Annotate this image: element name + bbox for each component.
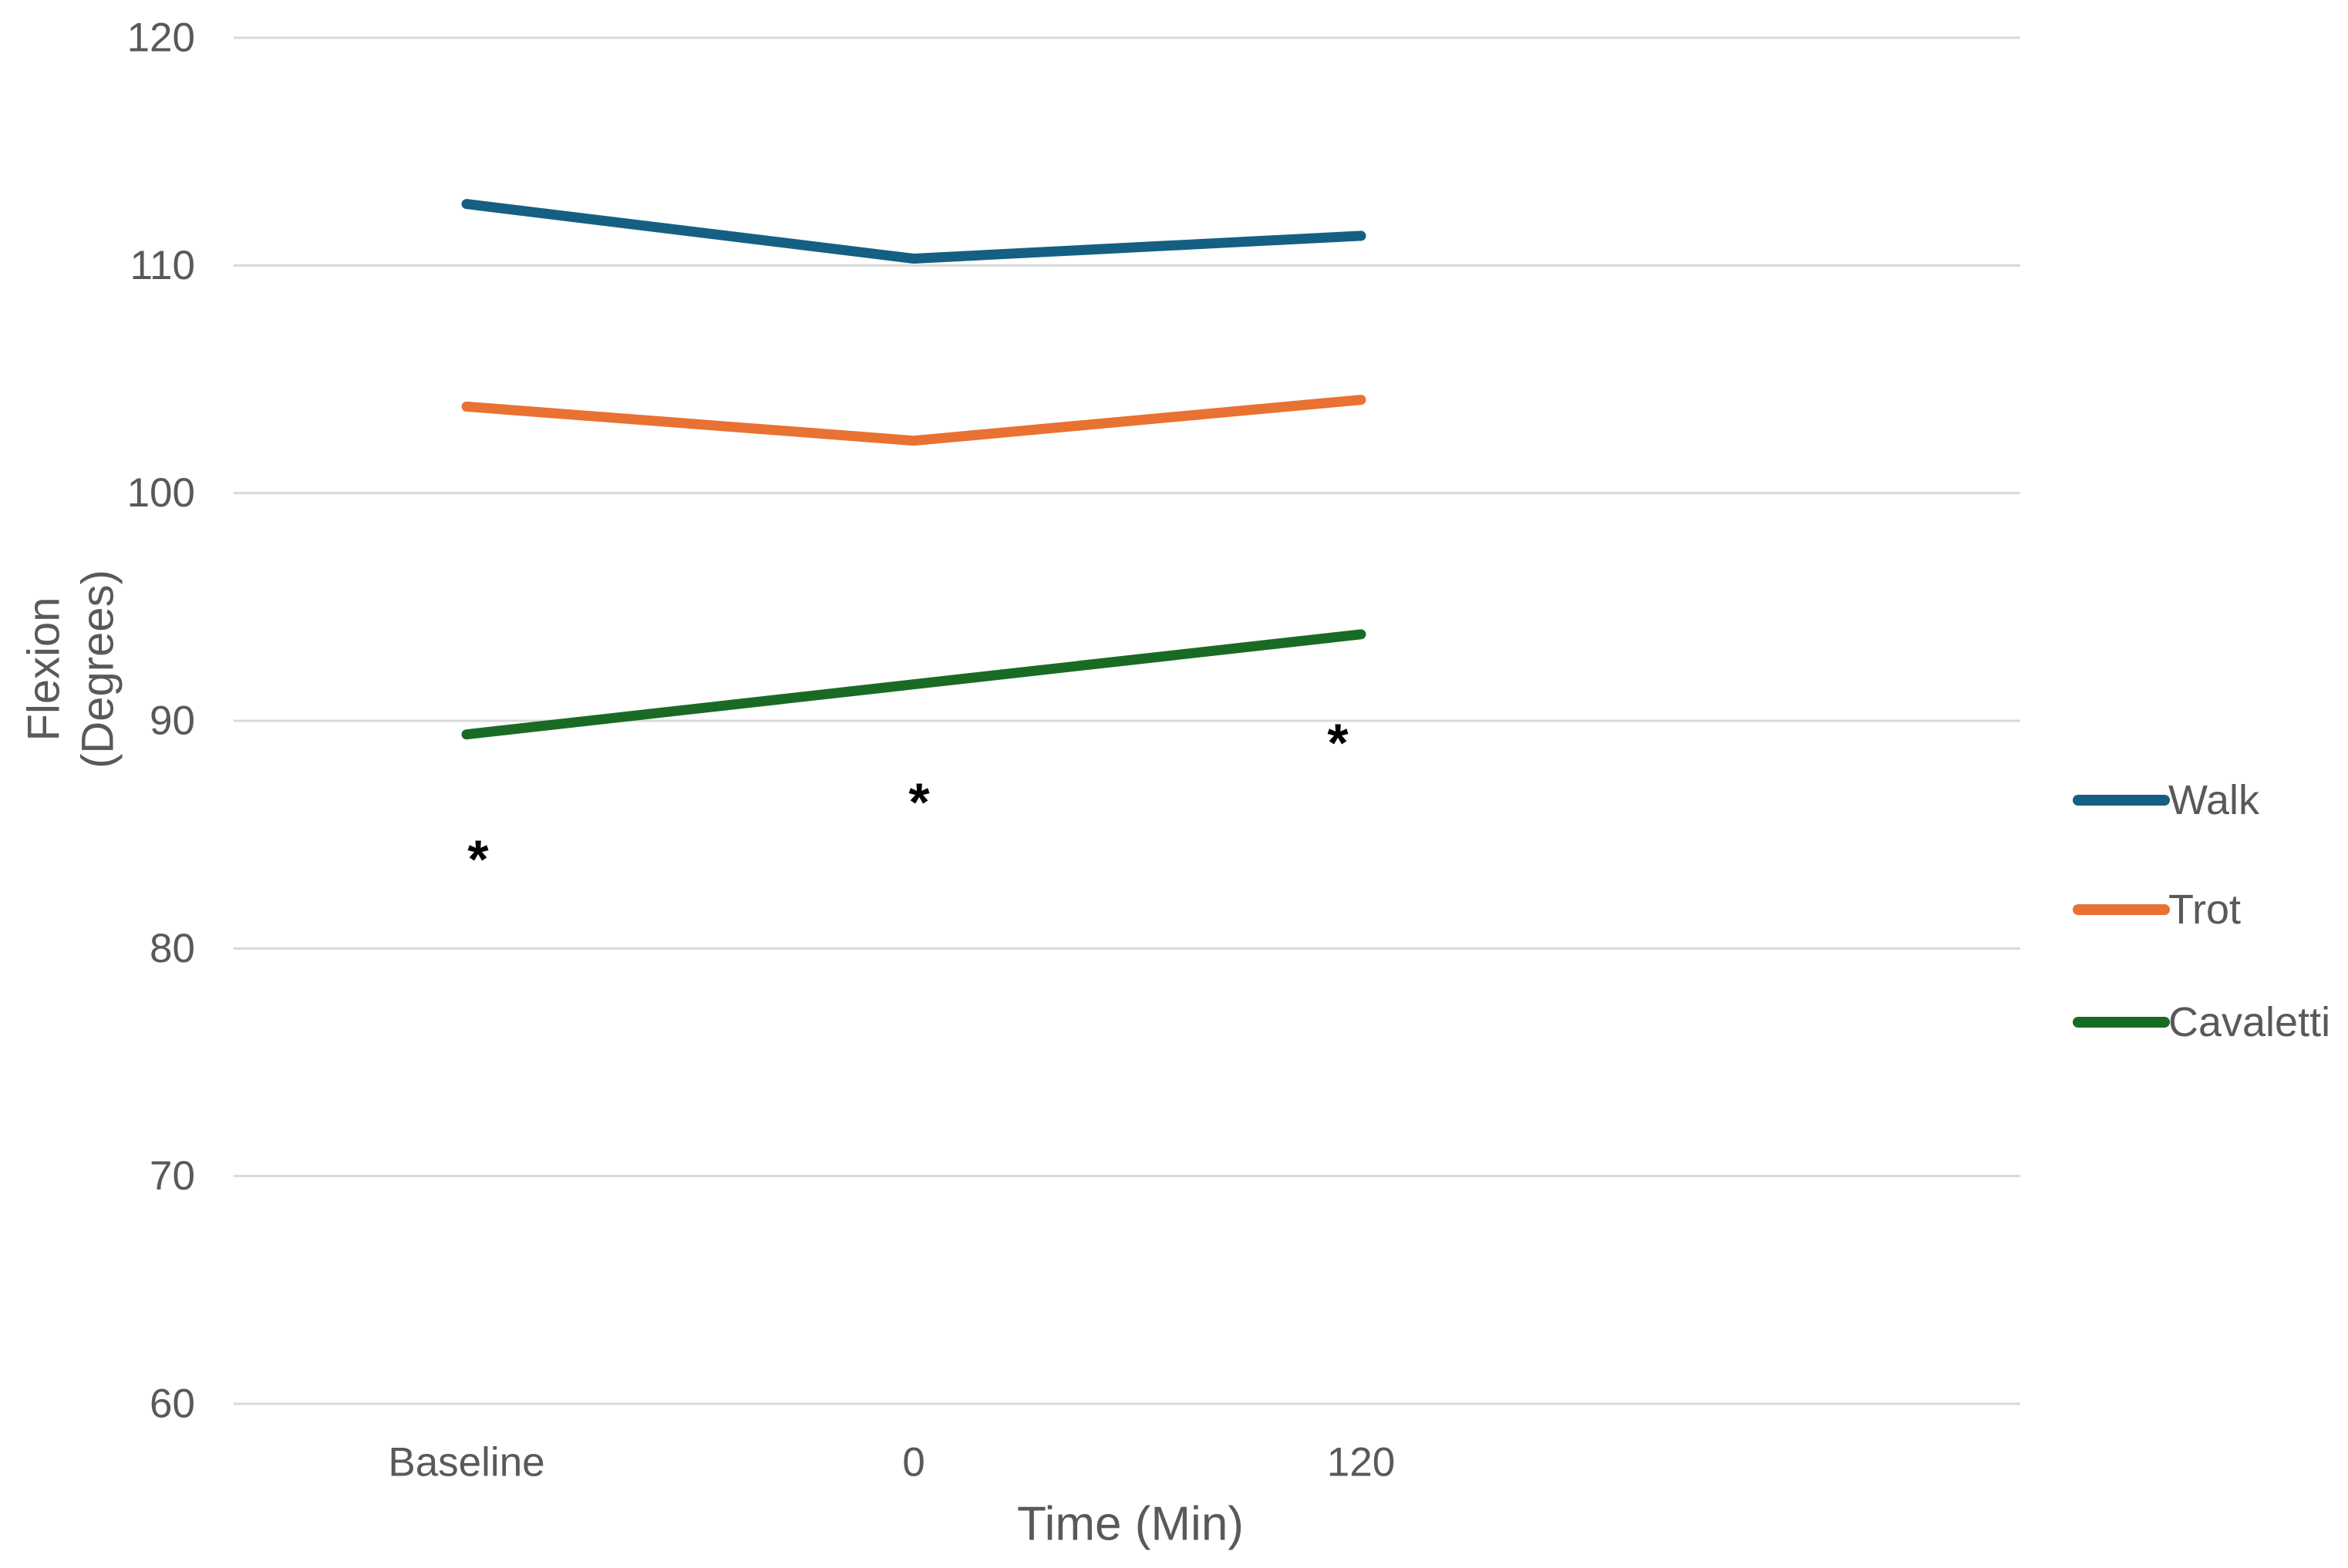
legend-label-cavaletti: Cavaletti bbox=[2168, 999, 2330, 1045]
y-tick-label: 110 bbox=[130, 243, 196, 288]
series-line-walk bbox=[461, 199, 1366, 264]
legend-item-cavaletti: Cavaletti bbox=[2073, 999, 2330, 1045]
y-tick-label: 100 bbox=[127, 470, 195, 516]
y-axis-title-line: Flexion bbox=[19, 597, 69, 742]
y-tick-label: 80 bbox=[150, 926, 195, 971]
y-tick-label: 70 bbox=[150, 1153, 195, 1199]
x-axis-title: Time (Min) bbox=[1017, 1498, 1244, 1551]
series-line-cavaletti bbox=[461, 629, 1366, 740]
legend-label-trot: Trot bbox=[2168, 887, 2241, 933]
x-tick-label: Baseline bbox=[388, 1440, 544, 1486]
y-tick-label: 60 bbox=[150, 1381, 195, 1427]
x-tick-label: 0 bbox=[902, 1440, 925, 1486]
y-axis-title: Flexion (Degrees) bbox=[19, 570, 123, 769]
significance-asterisk: * bbox=[467, 829, 489, 889]
legend-label-walk: Walk bbox=[2168, 777, 2260, 823]
series-line-trot bbox=[461, 395, 1366, 446]
x-tick-label: 120 bbox=[1327, 1440, 1395, 1486]
significance-asterisk: * bbox=[1327, 713, 1349, 773]
legend-item-walk: Walk bbox=[2073, 777, 2260, 823]
significance-asterisk: * bbox=[908, 772, 930, 833]
y-tick-label: 120 bbox=[127, 15, 195, 61]
y-axis-title-line: (Degrees) bbox=[73, 570, 123, 769]
legend-item-trot: Trot bbox=[2073, 887, 2241, 933]
y-tick-label: 90 bbox=[150, 698, 195, 744]
